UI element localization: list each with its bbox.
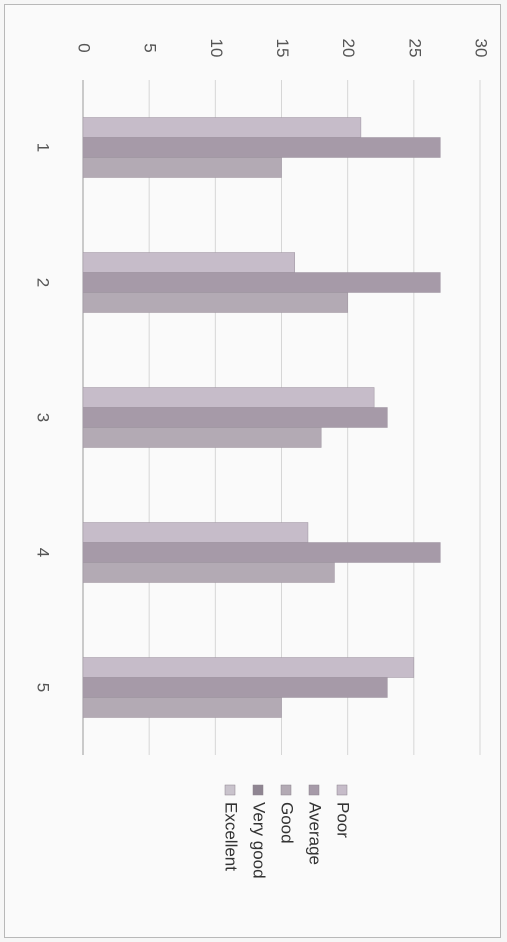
category-label: 5 bbox=[34, 683, 53, 692]
bar-good-cat-1 bbox=[82, 157, 282, 178]
legend-swatch bbox=[308, 784, 320, 796]
legend: Poor Average Good Very good Excellent bbox=[222, 784, 353, 879]
legend-swatch bbox=[224, 784, 236, 796]
legend-swatch bbox=[280, 784, 292, 796]
legend-swatch bbox=[336, 784, 348, 796]
bar-good-cat-2 bbox=[82, 292, 348, 313]
value-tick-label: 5 bbox=[141, 43, 160, 52]
value-tick-label: 0 bbox=[75, 43, 94, 52]
bar-poor-cat-5 bbox=[82, 657, 415, 678]
value-tick-label: 30 bbox=[472, 39, 491, 58]
bar-good-cat-4 bbox=[82, 562, 335, 583]
legend-label: Excellent bbox=[222, 802, 241, 871]
value-tick-label: 25 bbox=[405, 39, 424, 58]
category-label: 2 bbox=[34, 278, 53, 287]
bar-average-cat-4 bbox=[82, 542, 441, 563]
value-tick-label: 20 bbox=[339, 39, 358, 58]
legend-swatch bbox=[252, 784, 264, 796]
value-tick-label: 10 bbox=[207, 39, 226, 58]
bar-average-cat-5 bbox=[82, 677, 388, 698]
bar-good-cat-5 bbox=[82, 697, 282, 718]
bar-good-cat-3 bbox=[82, 427, 322, 448]
legend-label: Very good bbox=[250, 802, 269, 879]
plot-area: 0 5 10 15 20 25 30 1 2 3 4 5 bbox=[34, 39, 491, 755]
bar-poor-cat-2 bbox=[82, 252, 295, 273]
bar-poor-cat-4 bbox=[82, 522, 309, 543]
bar-average-cat-1 bbox=[82, 137, 441, 158]
category-label: 4 bbox=[34, 548, 53, 557]
category-label: 3 bbox=[34, 413, 53, 422]
category-label: 1 bbox=[34, 143, 53, 152]
legend-label: Good bbox=[278, 802, 297, 844]
bar-average-cat-2 bbox=[82, 272, 441, 293]
bar-poor-cat-3 bbox=[82, 387, 375, 408]
legend-label: Poor bbox=[334, 802, 353, 838]
value-tick-label: 15 bbox=[273, 39, 292, 58]
bar-average-cat-3 bbox=[82, 407, 388, 428]
legend-label: Average bbox=[306, 802, 325, 865]
bar-poor-cat-1 bbox=[82, 117, 362, 138]
